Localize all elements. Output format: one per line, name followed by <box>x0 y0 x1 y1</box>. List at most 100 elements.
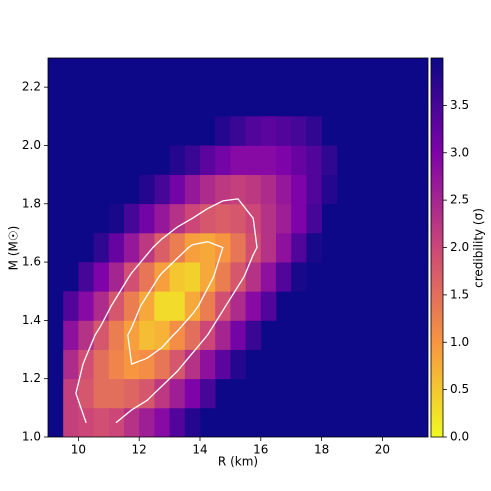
heatmap-cell <box>139 174 155 205</box>
heatmap-cell <box>154 407 170 437</box>
heatmap-cell <box>93 378 110 409</box>
heatmap-cell <box>306 232 322 263</box>
heatmap-cell <box>169 262 186 292</box>
heatmap-cell <box>306 203 322 234</box>
heatmap-cell <box>215 291 231 321</box>
heatmap-cell <box>291 174 307 205</box>
heatmap-cell <box>108 378 125 409</box>
heatmap-cell <box>200 145 216 176</box>
colorbar-tick-label: 3.5 <box>450 98 469 112</box>
heatmap-cell <box>169 174 186 205</box>
y-tick-label: 1.6 <box>22 255 41 269</box>
heatmap-cell <box>169 378 186 409</box>
contour-line <box>127 241 224 365</box>
colorbar-tick-label: 3.0 <box>450 145 469 159</box>
heatmap-cell <box>291 232 307 263</box>
heatmap-cell <box>245 291 262 321</box>
heatmap-cell <box>200 378 216 409</box>
heatmap-cell <box>215 116 231 146</box>
heatmap-cell <box>276 145 292 176</box>
x-tick-label: 16 <box>253 443 268 457</box>
heatmap-cell <box>63 349 79 380</box>
heatmap-cell <box>139 232 155 263</box>
heatmap-cell <box>184 232 201 263</box>
x-axis-label: R (km) <box>218 455 258 469</box>
heatmap-cell <box>200 291 216 321</box>
heatmap-cell <box>260 262 277 292</box>
heatmap-cell <box>124 232 140 263</box>
heatmap-cell <box>291 262 307 292</box>
heatmap-cell <box>169 145 186 176</box>
heatmap-cell <box>230 145 246 176</box>
x-tick-label: 10 <box>71 443 86 457</box>
heatmap-cell <box>230 203 246 234</box>
heatmap-cell <box>124 203 140 234</box>
heatmap-cell <box>260 291 277 321</box>
x-tick-label: 18 <box>314 443 329 457</box>
heatmap-cell <box>200 262 216 292</box>
heatmap-cell <box>276 262 292 292</box>
heatmap-cell <box>260 203 277 234</box>
heatmap-cell <box>93 291 110 321</box>
x-tick-label: 14 <box>192 443 207 457</box>
heatmap-cell <box>124 407 140 437</box>
heatmap-cell <box>78 291 94 321</box>
heatmap-cell <box>93 320 110 350</box>
heatmap-cell <box>108 320 125 350</box>
heatmap-cell <box>245 145 262 176</box>
heatmap-cell <box>169 320 186 350</box>
heatmap-cell <box>124 291 140 321</box>
y-tick-label: 1.4 <box>22 313 41 327</box>
y-axis-label: M (M☉) <box>7 226 21 271</box>
heatmap-cell <box>306 145 322 176</box>
heatmap-cell <box>306 116 322 146</box>
heatmap-cell <box>108 291 125 321</box>
heatmap-cell <box>78 378 94 409</box>
heatmap-cell <box>93 349 110 380</box>
heatmap-cell <box>321 174 338 205</box>
heatmap-cell <box>154 291 170 321</box>
heatmap-cell <box>154 203 170 234</box>
heatmap-cell <box>215 320 231 350</box>
x-tick-label: 12 <box>132 443 147 457</box>
heatmap-cells <box>63 116 338 437</box>
heatmap-cell <box>215 349 231 380</box>
heatmap-cell <box>184 378 201 409</box>
heatmap-cell <box>108 349 125 380</box>
heatmap-cell <box>139 291 155 321</box>
heatmap-cell <box>78 320 94 350</box>
heatmap-cell <box>200 174 216 205</box>
y-tick-label: 2.2 <box>22 80 41 94</box>
colorbar-tick-label: 1.5 <box>450 287 469 301</box>
heatmap-cell <box>93 232 110 263</box>
heatmap-cell <box>184 262 201 292</box>
heatmap-cell <box>154 174 170 205</box>
heatmap-cell <box>93 262 110 292</box>
heatmap-cell <box>108 232 125 263</box>
heatmap-cell <box>78 349 94 380</box>
heatmap-cell <box>124 262 140 292</box>
heatmap-cell <box>63 291 79 321</box>
heatmap-cell <box>230 174 246 205</box>
heatmap-cell <box>245 262 262 292</box>
heatmap-cell <box>260 145 277 176</box>
heatmap-cell <box>184 174 201 205</box>
heatmap-cell <box>184 145 201 176</box>
heatmap-cell <box>184 407 201 437</box>
heatmap-cell <box>215 174 231 205</box>
heatmap-cell <box>169 291 186 321</box>
heatmap-cell <box>139 320 155 350</box>
heatmap-cell <box>124 320 140 350</box>
heatmap-cell <box>245 116 262 146</box>
heatmap-cell <box>245 174 262 205</box>
heatmap-cell <box>93 407 110 437</box>
heatmap-cell <box>260 174 277 205</box>
heatmap-cell <box>154 378 170 409</box>
heatmap-cell <box>215 145 231 176</box>
heatmap-cell <box>184 291 201 321</box>
heatmap-cell <box>321 145 338 176</box>
heatmap-cell <box>108 262 125 292</box>
heatmap-cell <box>276 232 292 263</box>
heatmap-cell <box>139 203 155 234</box>
